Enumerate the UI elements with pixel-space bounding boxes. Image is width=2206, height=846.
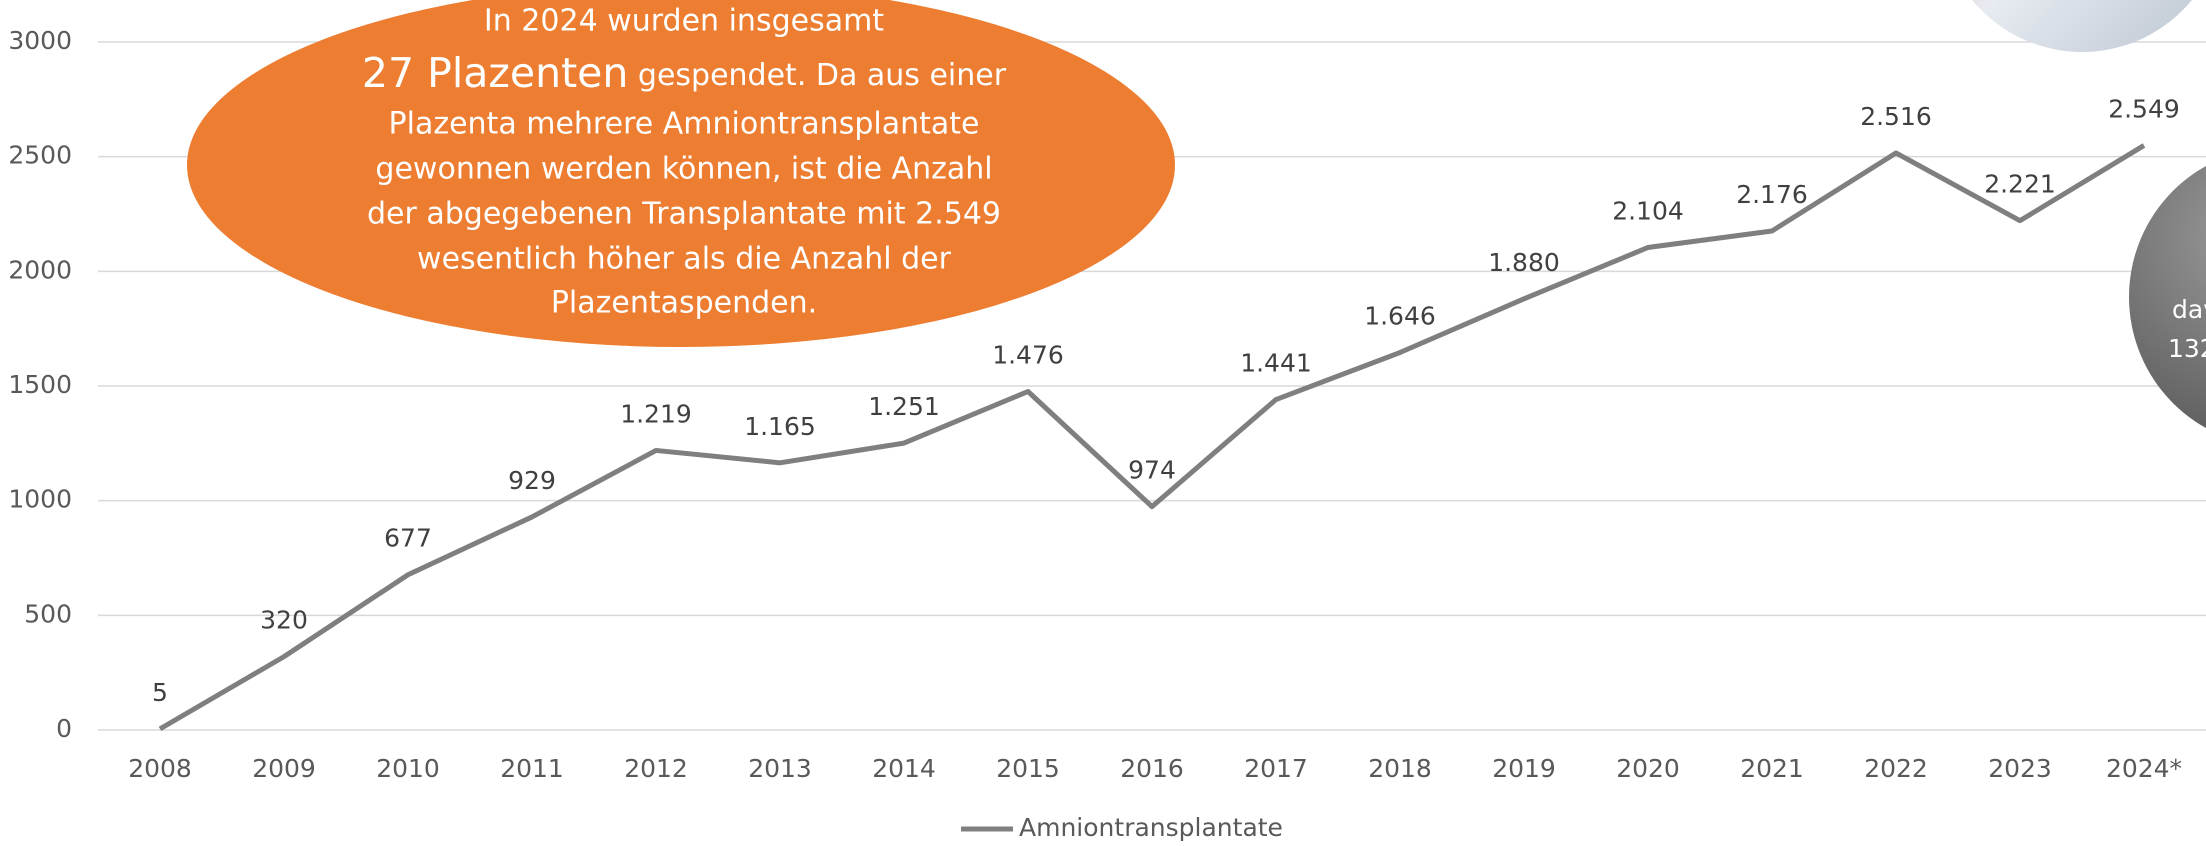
value-label: 929 — [508, 466, 556, 495]
annotation-text: gewonnen werden können, ist die Anzahl — [375, 152, 992, 187]
value-label: 2.104 — [1612, 196, 1684, 225]
y-tick-label: 1500 — [8, 370, 72, 399]
value-label: 2.549 — [2108, 94, 2180, 123]
annotation-text: wesentlich höher als die Anzahl der — [417, 242, 952, 277]
x-tick-label: 2016 — [1120, 754, 1184, 783]
annotation: In 2024 wurden insgesamt 27 Plazenten ge… — [362, 4, 1007, 321]
x-tick-label: 2012 — [624, 754, 688, 783]
annotation-text: In 2024 wurden insgesamt — [484, 4, 884, 39]
value-label: 2.221 — [1984, 170, 2056, 199]
x-tick-label: 2022 — [1864, 754, 1928, 783]
x-tick-label: 2014 — [872, 754, 936, 783]
legend-label: Amniontransplantate — [1019, 813, 1283, 842]
value-label: 2.176 — [1736, 180, 1808, 209]
value-label: 1.646 — [1364, 302, 1436, 331]
value-label: 1.476 — [992, 341, 1064, 370]
annotation-bubble — [187, 0, 1175, 347]
y-tick-label: 2000 — [8, 255, 72, 284]
side-note: dav — [2172, 295, 2206, 324]
x-tick-label: 2017 — [1244, 754, 1308, 783]
value-label: 5 — [152, 678, 168, 707]
line — [158, 143, 2146, 732]
annotation-text: Plazentaspenden. — [551, 286, 817, 321]
x-tick-label: 2018 — [1368, 754, 1432, 783]
x-tick-label: 2023 — [1988, 754, 2052, 783]
x-tick-label: 2024* — [2106, 754, 2182, 783]
side-circle — [2129, 165, 2206, 429]
value-label: 1.441 — [1240, 349, 1312, 378]
y-tick-label: 0 — [56, 714, 72, 743]
annotation-text: der abgegebenen Transplantate mit 2.549 — [367, 197, 1001, 232]
value-label: 320 — [260, 606, 308, 635]
y-tick-label: 3000 — [8, 26, 72, 55]
value-label: 974 — [1128, 456, 1176, 485]
annotation-highlight: 27 Plazenten — [362, 49, 628, 97]
annotation-text: 27 Plazenten gespendet. Da aus einer — [362, 49, 1007, 97]
x-tick-label: 2021 — [1740, 754, 1804, 783]
value-label: 1.165 — [744, 412, 816, 441]
y-tick-label: 500 — [24, 599, 72, 628]
side-note: 132 — [2168, 334, 2206, 363]
value-label: 1.219 — [620, 399, 692, 428]
annotation-text: gespendet. Da aus einer — [628, 58, 1006, 93]
y-tick-label: 1000 — [8, 485, 72, 514]
value-label: 1.880 — [1488, 248, 1560, 277]
x-tick-label: 2008 — [128, 754, 192, 783]
value-label: 1.251 — [868, 392, 940, 421]
annotation-text: Plazenta mehrere Amniontransplantate — [389, 107, 980, 142]
x-tick-label: 2009 — [252, 754, 316, 783]
value-label: 677 — [384, 524, 432, 553]
x-tick-label: 2010 — [376, 754, 440, 783]
x-tick-label: 2015 — [996, 754, 1060, 783]
x-tick-label: 2019 — [1492, 754, 1556, 783]
x-tick-label: 2013 — [748, 754, 812, 783]
plot: 2008 2009 2010 2011 2012 2013 2014 2015 2016 2017… — [128, 94, 2182, 842]
photo-circle — [1972, 0, 2192, 52]
x-tick-label: 2020 — [1616, 754, 1680, 783]
x-tick-label: 2011 — [500, 754, 564, 783]
value-label: 2.516 — [1860, 102, 1932, 131]
y-tick-label: 2500 — [8, 141, 72, 170]
